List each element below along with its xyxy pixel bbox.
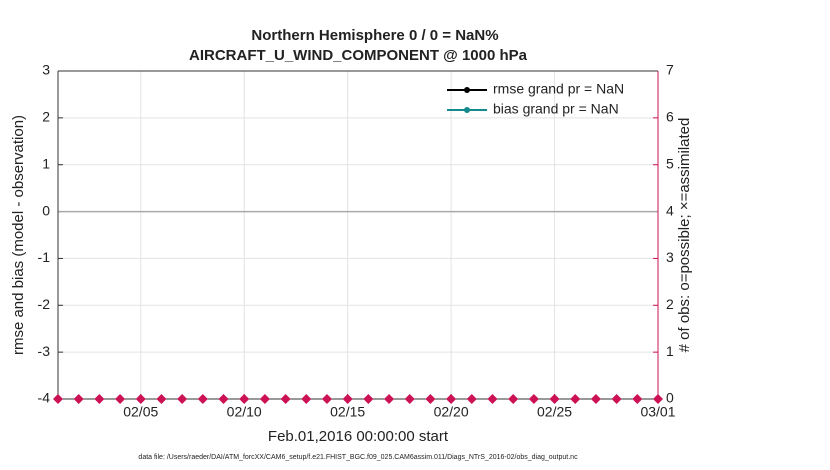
x-tick-label: 02/20 bbox=[434, 404, 469, 420]
x-tick-label: 03/01 bbox=[640, 404, 675, 420]
marker bbox=[611, 394, 622, 404]
marker bbox=[487, 394, 498, 404]
legend-marker bbox=[464, 87, 470, 93]
marker bbox=[590, 394, 601, 404]
y2-tick-label: 4 bbox=[666, 202, 674, 218]
y-tick-label: -1 bbox=[38, 249, 51, 265]
marker bbox=[549, 394, 560, 404]
marker bbox=[363, 394, 374, 404]
marker bbox=[653, 394, 663, 404]
marker bbox=[135, 394, 146, 404]
y2-tick-label: 6 bbox=[666, 109, 674, 125]
marker bbox=[570, 394, 581, 404]
x-axis-label: Feb.01,2016 00:00:00 start bbox=[268, 428, 449, 445]
y-tick-label: -3 bbox=[38, 343, 51, 359]
marker bbox=[342, 394, 353, 404]
x-tick-label: 02/15 bbox=[330, 404, 365, 420]
marker bbox=[446, 394, 457, 404]
legend-label: bias grand pr = NaN bbox=[493, 101, 619, 117]
x-tick-label: 02/05 bbox=[123, 404, 158, 420]
y-tick-label: 1 bbox=[42, 155, 50, 171]
marker bbox=[466, 394, 477, 404]
marker bbox=[425, 394, 436, 404]
y2-tick-label: 3 bbox=[666, 249, 674, 265]
legend-label: rmse grand pr = NaN bbox=[493, 81, 624, 97]
y2-tick-label: 2 bbox=[666, 296, 674, 312]
marker bbox=[259, 394, 270, 404]
y-tick-label: -2 bbox=[38, 296, 51, 312]
marker bbox=[53, 394, 63, 404]
marker bbox=[177, 394, 188, 404]
y-tick-label: 2 bbox=[42, 109, 50, 125]
legend-marker bbox=[464, 107, 470, 113]
chart-subtitle: AIRCRAFT_U_WIND_COMPONENT @ 1000 hPa bbox=[189, 47, 528, 64]
marker bbox=[280, 394, 291, 404]
marker bbox=[115, 394, 126, 404]
x-tick-label: 02/10 bbox=[227, 404, 262, 420]
y2-tick-label: 5 bbox=[666, 155, 674, 171]
marker bbox=[94, 394, 105, 404]
marker bbox=[156, 394, 167, 404]
chart-title: Northern Hemisphere 0 / 0 = NaN% bbox=[251, 27, 498, 44]
marker bbox=[197, 394, 208, 404]
marker bbox=[321, 394, 332, 404]
y-axis-label: rmse and bias (model - observation) bbox=[10, 115, 27, 355]
marker bbox=[384, 394, 395, 404]
marker bbox=[632, 394, 643, 404]
y-tick-label: 0 bbox=[42, 202, 50, 218]
y2-tick-label: 1 bbox=[666, 343, 674, 359]
marker bbox=[404, 394, 415, 404]
y-tick-label: 3 bbox=[42, 62, 50, 78]
marker bbox=[528, 394, 539, 404]
marker bbox=[239, 394, 250, 404]
marker bbox=[508, 394, 519, 404]
plot-area bbox=[58, 71, 658, 399]
y2-tick-label: 7 bbox=[666, 62, 674, 78]
marker bbox=[73, 394, 84, 404]
marker bbox=[218, 394, 229, 404]
footnote: data file: /Users/raeder/DAI/ATM_forcXX/… bbox=[138, 454, 578, 461]
x-tick-label: 02/25 bbox=[537, 404, 572, 420]
y-tick-label: -4 bbox=[38, 390, 51, 406]
marker bbox=[301, 394, 312, 404]
y2-axis-label: # of obs: o=possible; ×=assimilated bbox=[676, 118, 693, 353]
y2-tick-label: 0 bbox=[666, 390, 674, 406]
